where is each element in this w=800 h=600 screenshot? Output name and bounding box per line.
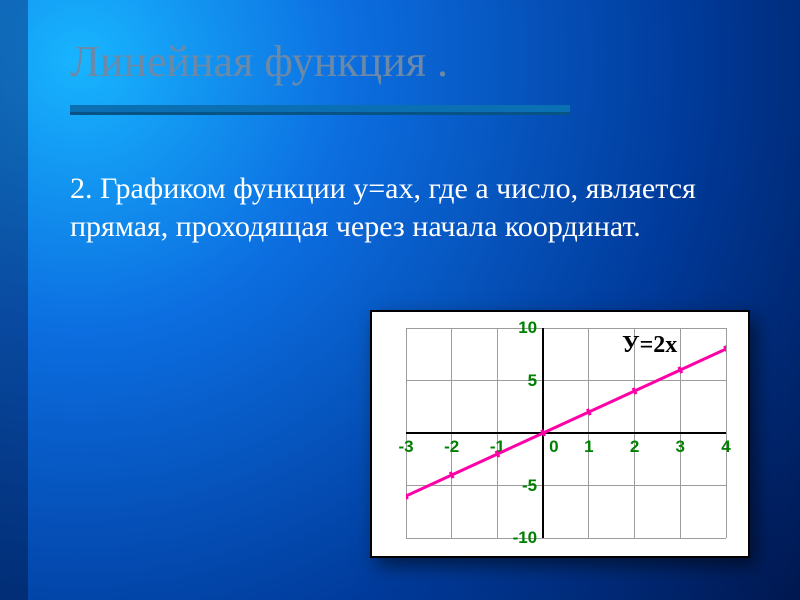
slide: Линейная функция . 2. Графиком функции у…: [0, 0, 800, 600]
tick-label: -5: [522, 476, 537, 496]
grid-hline: [406, 538, 726, 539]
x-axis: [406, 432, 726, 434]
y-axis: [542, 328, 544, 538]
tick-label: -10: [513, 528, 538, 548]
tick-label: 4: [721, 437, 730, 457]
definition-text: 2. Графиком функции у=ах, где а число, я…: [70, 170, 720, 245]
tick-label: -2: [444, 437, 459, 457]
title-underline: [70, 105, 570, 115]
chart-plot-area: -3-2-11234-10-55100: [406, 328, 726, 538]
tick-label: 10: [518, 318, 537, 338]
tick-label: 2: [630, 437, 639, 457]
grid-hline: [406, 380, 726, 381]
page-title: Линейная функция .: [70, 36, 750, 87]
title-block: Линейная функция .: [70, 36, 750, 115]
linear-function-chart: -3 -2 -1 1 2 3 4 -10 -5 5 10 0 У=2х: [370, 310, 750, 558]
series-equation-label: У=2х: [622, 332, 677, 359]
grid-hline: [406, 485, 726, 486]
grid-hline: [406, 328, 726, 329]
tick-label: -3: [398, 437, 413, 457]
tick-label: -1: [490, 437, 505, 457]
tick-label: 0: [549, 437, 558, 457]
tick-label: 1: [584, 437, 593, 457]
tick-label: 3: [676, 437, 685, 457]
tick-label: 5: [528, 371, 537, 391]
